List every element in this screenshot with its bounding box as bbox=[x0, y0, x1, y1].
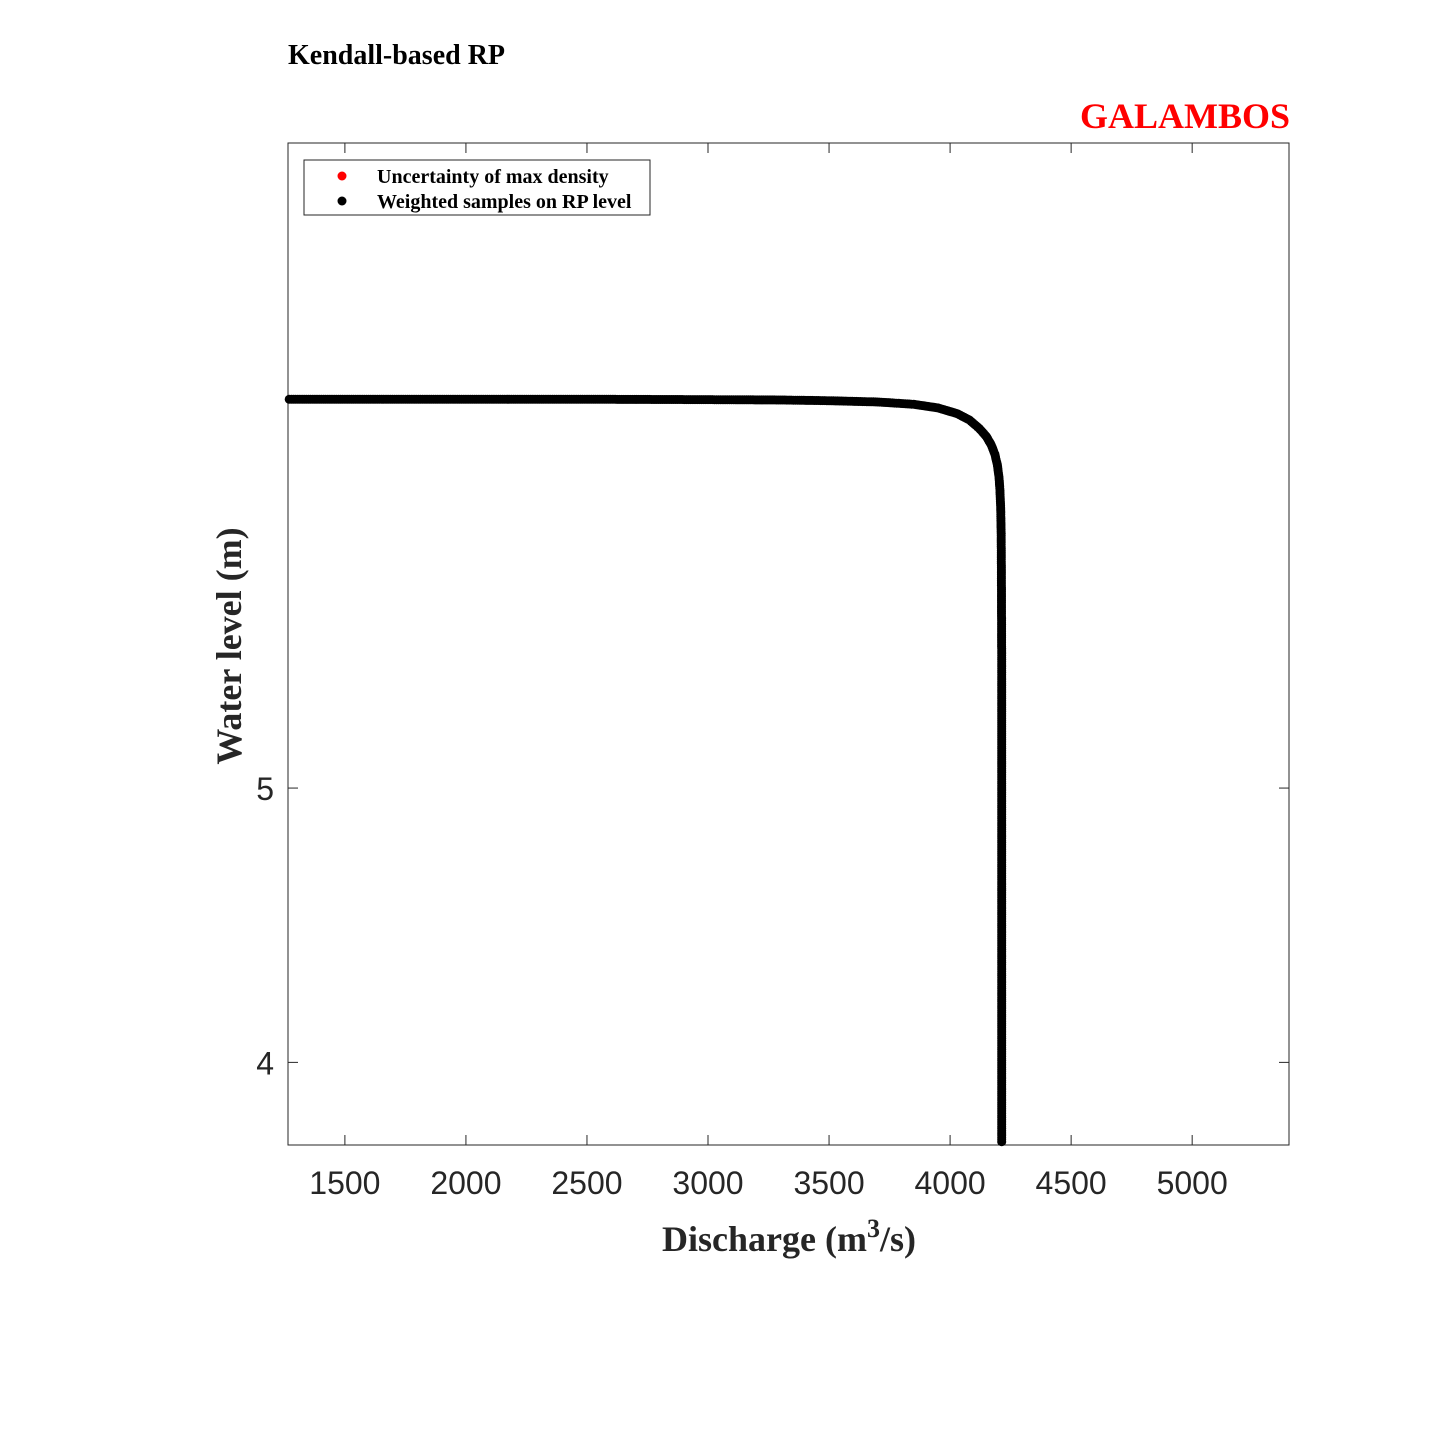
legend-label-uncertainty: Uncertainty of max density bbox=[377, 166, 609, 188]
y-axis-label: Water level (m) bbox=[209, 527, 249, 764]
x-axis-ticks: 1500 2000 2500 3000 3500 4000 4500 5000 bbox=[309, 143, 1228, 1201]
x-tick-label: 5000 bbox=[1157, 1165, 1228, 1201]
x-tick-label: 3500 bbox=[793, 1165, 864, 1201]
x-tick-label: 4500 bbox=[1036, 1165, 1107, 1201]
data-point bbox=[997, 1137, 1007, 1147]
legend-label-weighted-samples: Weighted samples on RP level bbox=[377, 191, 632, 213]
x-axis-label-tail: /s) bbox=[879, 1219, 916, 1259]
x-tick-label: 2500 bbox=[551, 1165, 622, 1201]
data-points bbox=[284, 394, 1007, 1147]
y-tick-label: 5 bbox=[256, 771, 274, 807]
x-axis-label: Discharge (m3/s) bbox=[662, 1214, 916, 1259]
legend: Uncertainty of max density Weighted samp… bbox=[303, 159, 651, 216]
x-axis-label-main: Discharge (m bbox=[662, 1219, 867, 1259]
x-axis-label-superscript: 3 bbox=[867, 1214, 880, 1243]
x-tick-label: 3000 bbox=[672, 1165, 743, 1201]
plot-area bbox=[287, 142, 1290, 1146]
x-tick-label: 4000 bbox=[914, 1165, 985, 1201]
legend-swatch-weighted-samples bbox=[337, 196, 347, 206]
legend-box bbox=[303, 159, 651, 216]
x-tick-label: 1500 bbox=[309, 1165, 380, 1201]
y-tick-label: 4 bbox=[256, 1045, 274, 1081]
chart-subtitle: GALAMBOS bbox=[1080, 96, 1290, 136]
legend-swatch-uncertainty bbox=[337, 171, 347, 181]
chart-title: Kendall-based RP bbox=[288, 40, 505, 71]
x-tick-label: 2000 bbox=[430, 1165, 501, 1201]
y-axis-ticks: 45 bbox=[256, 771, 1289, 1081]
